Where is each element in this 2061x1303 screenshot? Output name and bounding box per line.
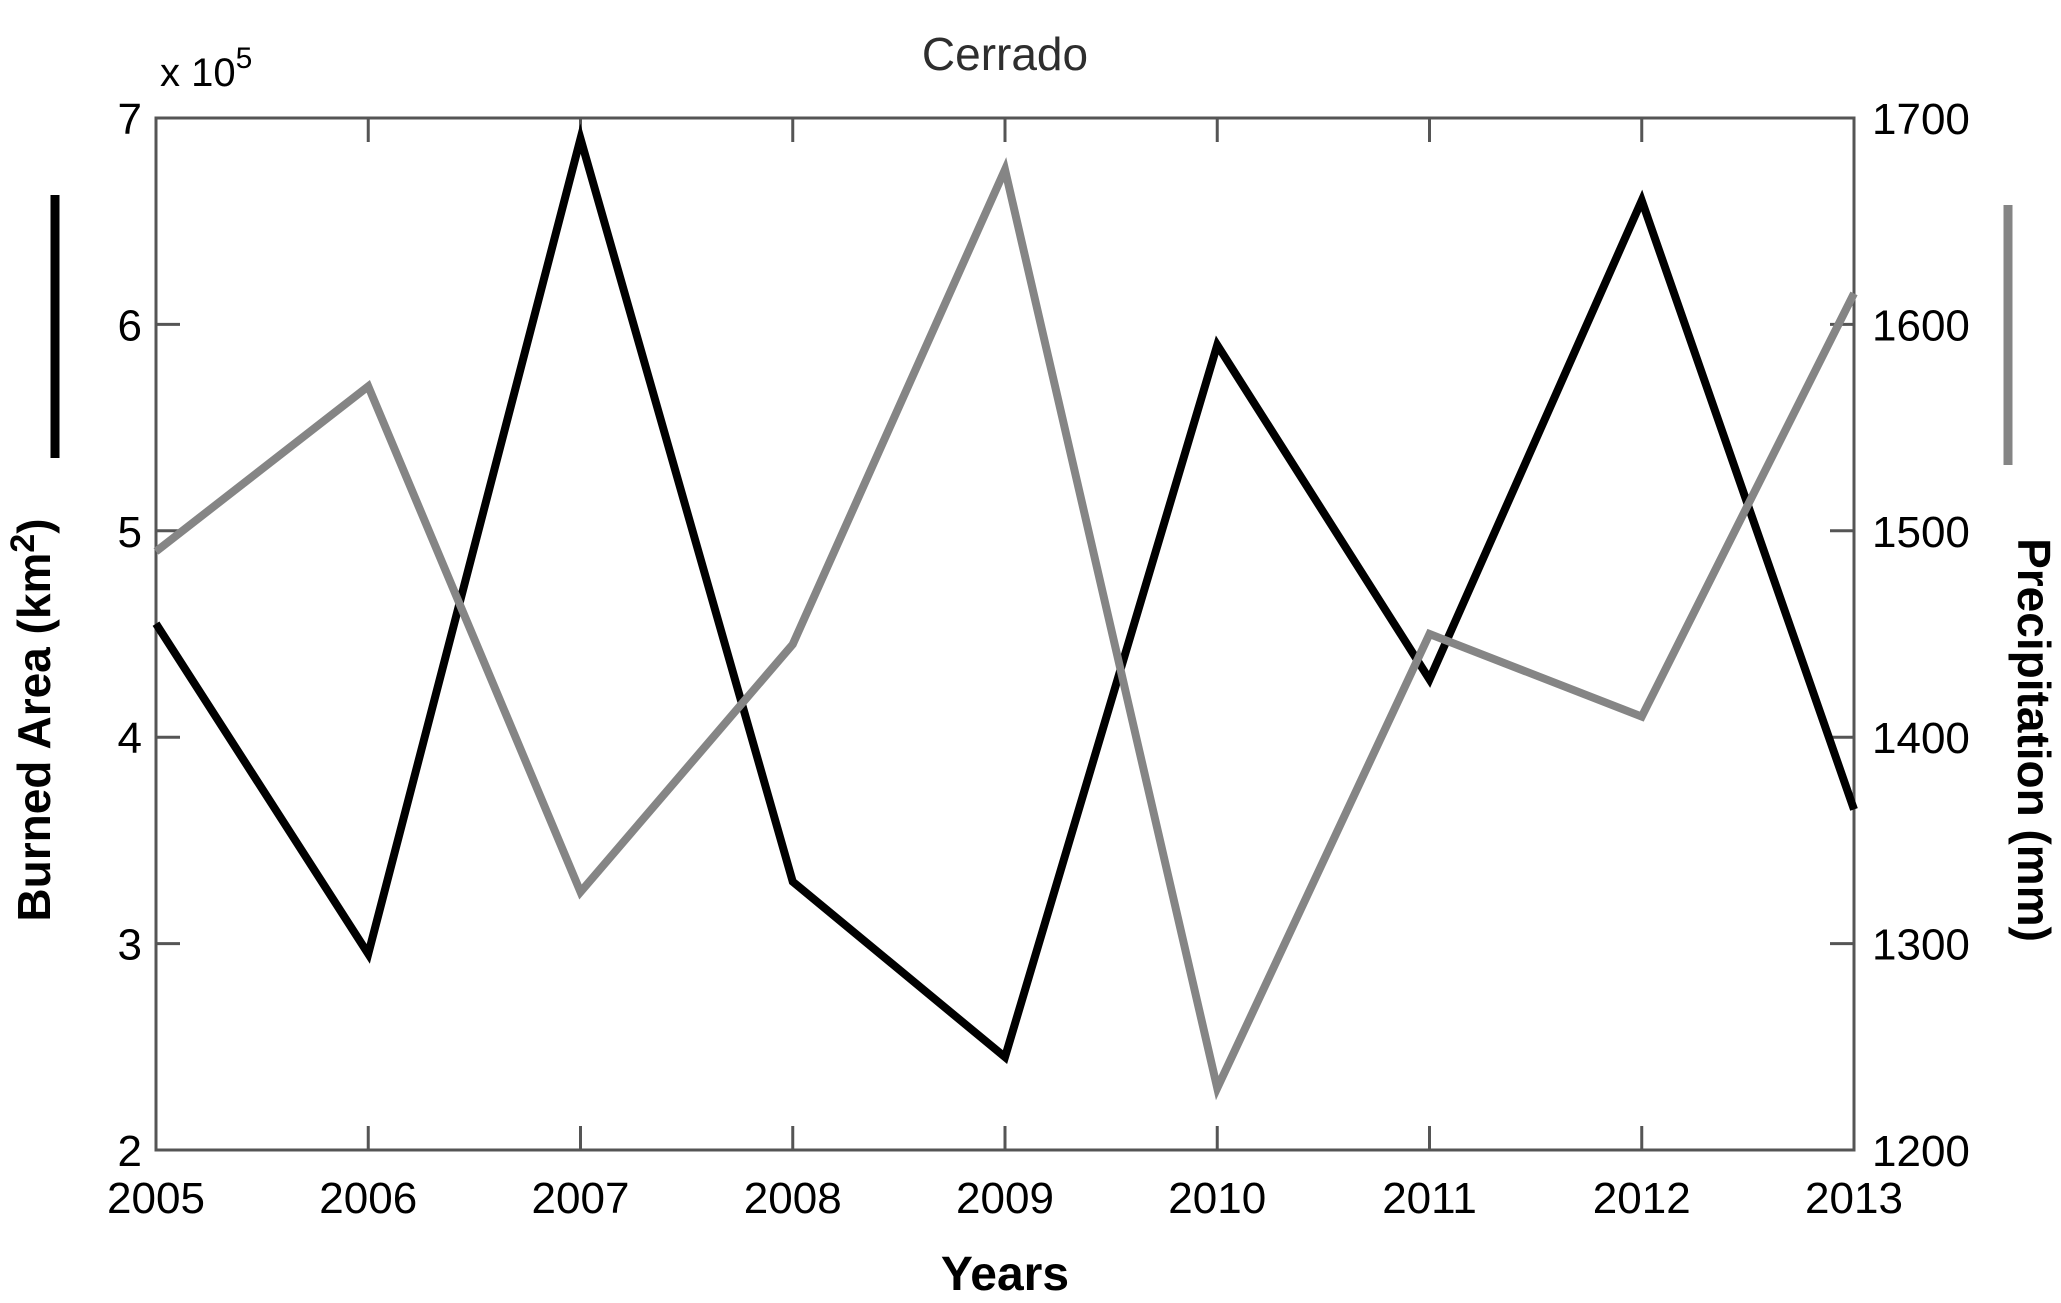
left-tick-label: 4 — [118, 714, 142, 763]
x-axis-ticks: 2005 2006 2007 2008 2009 2010 2011 2012 2013 — [107, 118, 1903, 1223]
right-axis-ticks: 1200 1300 1400 1500 1600 1700 — [1830, 95, 1970, 1176]
right-tick-label: 1500 — [1872, 508, 1970, 557]
left-axis-ticks: 2 3 4 5 6 7 — [118, 95, 180, 1176]
left-tick-label: 6 — [118, 301, 142, 350]
left-tick-label: 2 — [118, 1127, 142, 1176]
left-tick-label: 3 — [118, 921, 142, 970]
x-tick-label: 2010 — [1168, 1174, 1266, 1223]
right-tick-label: 1700 — [1872, 95, 1970, 144]
right-axis-label: Precipitation (mm) — [2008, 538, 2060, 942]
x-tick-label: 2009 — [956, 1174, 1054, 1223]
x-tick-label: 2011 — [1382, 1174, 1477, 1223]
right-tick-label: 1600 — [1872, 301, 1970, 350]
x-tick-label: 2012 — [1593, 1174, 1691, 1223]
left-axis-label: Burned Area (km2) — [4, 518, 60, 921]
plot-frame — [154, 116, 1856, 1152]
x-tick-label: 2013 — [1805, 1174, 1903, 1223]
left-tick-label: 7 — [118, 95, 142, 144]
left-tick-label: 5 — [118, 508, 142, 557]
x-axis-label: Years — [941, 1248, 1069, 1301]
right-tick-label: 1200 — [1872, 1127, 1970, 1176]
exponent-label: x 105 — [160, 42, 252, 95]
right-tick-label: 1400 — [1872, 714, 1970, 763]
x-tick-label: 2008 — [744, 1174, 842, 1223]
right-tick-label: 1300 — [1872, 921, 1970, 970]
burned-area-line — [152, 123, 1858, 1065]
chart-title: Cerrado — [922, 28, 1088, 80]
precipitation-line — [153, 157, 1858, 1101]
x-tick-label: 2005 — [107, 1174, 205, 1223]
x-tick-label: 2006 — [319, 1174, 417, 1223]
x-tick-label: 2007 — [532, 1174, 630, 1223]
